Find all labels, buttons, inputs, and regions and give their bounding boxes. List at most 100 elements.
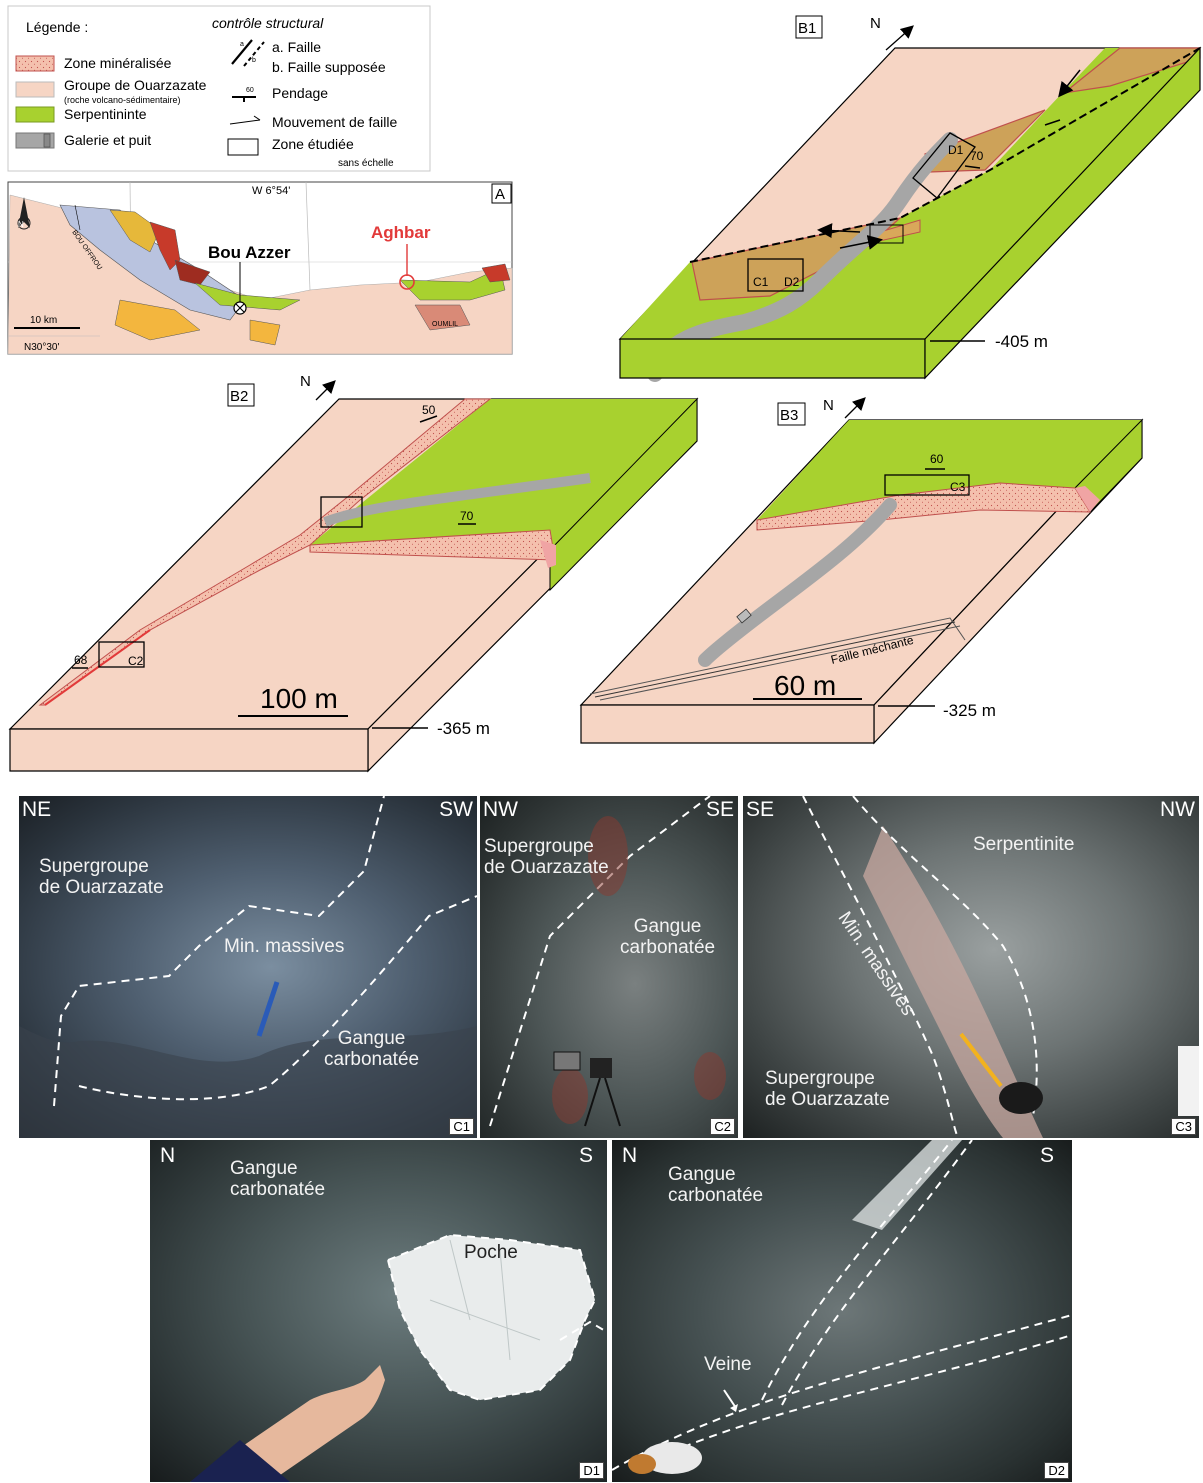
svg-text:68: 68 (74, 653, 88, 667)
svg-text:D1: D1 (948, 143, 964, 157)
svg-text:N30°30': N30°30' (24, 342, 59, 353)
svg-text:b: b (252, 57, 256, 64)
c1-left-orientation: NE (22, 798, 52, 821)
svg-text:-405 m: -405 m (995, 332, 1048, 351)
fault-symbol (231, 39, 253, 65)
svg-text:sans échelle: sans échelle (338, 158, 394, 169)
c3-label-ouarzazate: Supergroupe de Ouarzazate (765, 1068, 890, 1111)
d2-left-orientation: N (622, 1144, 638, 1167)
b1-box-d1 (912, 132, 976, 199)
svg-text:Zone minéralisée: Zone minéralisée (64, 55, 172, 71)
d2-right-orientation: S (1039, 1144, 1054, 1167)
svg-text:OUMLIL: OUMLIL (432, 321, 458, 328)
svg-text:50: 50 (422, 403, 436, 417)
svg-text:Pendage: Pendage (272, 85, 328, 101)
svg-text:Groupe de Ouarzazate: Groupe de Ouarzazate (64, 77, 207, 93)
svg-text:-365 m: -365 m (437, 719, 490, 738)
c1-label-gangue: Gangue carbonatée (324, 1028, 420, 1071)
svg-text:B1: B1 (798, 20, 816, 37)
d1-label-gangue: Gangue carbonatée (230, 1158, 326, 1201)
svg-text:A: A (495, 186, 505, 203)
b2-galerie (323, 473, 591, 527)
svg-text:C1: C1 (753, 275, 769, 289)
svg-text:Serpentininte: Serpentininte (64, 106, 147, 122)
supposed-fault-symbol (243, 41, 265, 67)
geology-figure: Légende : Zone minéralisée Groupe de Oua… (7, 5, 1202, 773)
svg-text:C3: C3 (950, 480, 966, 494)
legend: Légende : Zone minéralisée Groupe de Oua… (7, 5, 431, 172)
c2-right-orientation: SE (705, 798, 734, 821)
block-b2: C2 50 70 68 100 m N B2 -365 m (8, 373, 699, 773)
study-zone-symbol (227, 138, 259, 156)
b2-box-c2 (98, 641, 145, 668)
d1-right-orientation: S (578, 1144, 593, 1167)
c1-label-min-massives: Min. massives (224, 936, 345, 957)
photo-d1: N S Gangue carbonatée Poche D1 (150, 1140, 607, 1482)
structural-title: contrôle structural (212, 15, 324, 31)
photo-c1: NE SW Supergroupe de Ouarzazate Min. mas… (19, 796, 477, 1138)
b1-galerie (647, 132, 958, 382)
movement-arrow-icon (229, 119, 261, 125)
svg-text:(roche volcano-sédimentaire): (roche volcano-sédimentaire) (64, 95, 181, 105)
svg-text:a. Faille: a. Faille (272, 39, 321, 55)
svg-text:N: N (870, 15, 881, 32)
pencil-icon (959, 1032, 1003, 1088)
svg-text:10 km: 10 km (30, 315, 57, 326)
d1-left-orientation: N (160, 1144, 176, 1167)
photo-c3: SE NW Serpentinite Min. massives Supergr… (743, 796, 1199, 1138)
svg-text:60: 60 (930, 452, 944, 466)
c1-tag: C1 (449, 1118, 474, 1135)
aghbar-marker-icon (399, 274, 415, 290)
c1-right-orientation: SW (439, 798, 473, 821)
b1-box-c1 (747, 258, 804, 292)
svg-text:B3: B3 (780, 407, 798, 424)
d2-label-veine: Veine (704, 1354, 752, 1375)
photo-d2: N S Gangue carbonatée Veine D2 (612, 1140, 1072, 1482)
c3-label-serpentinite: Serpentinite (973, 834, 1075, 855)
svg-text:N: N (823, 397, 834, 414)
svg-text:60 m: 60 m (774, 670, 836, 701)
c3-tag: C3 (1171, 1118, 1196, 1135)
svg-text:b. Faille supposée: b. Faille supposée (272, 59, 386, 75)
legend-swatch-ouarzazate (15, 81, 55, 98)
svg-text:-325 m: -325 m (943, 701, 996, 720)
legend-swatch-serpentinite (15, 106, 55, 123)
b3-box-c3 (884, 474, 970, 496)
legend-title: Légende : (26, 19, 88, 35)
svg-text:Galerie et puit: Galerie et puit (64, 132, 151, 148)
block-b1: D1 70 C1 D2 N B1 -405 m (618, 15, 1202, 382)
c2-label-gangue: Gangue carbonatée (620, 916, 716, 959)
svg-text:Mouvement de faille: Mouvement de faille (272, 114, 398, 130)
c3-right-orientation: NW (1160, 798, 1195, 821)
svg-text:60: 60 (246, 87, 254, 94)
svg-text:70: 70 (460, 509, 474, 523)
b1-fault (689, 47, 1201, 263)
svg-text:C2: C2 (128, 654, 144, 668)
svg-text:100 m: 100 m (260, 683, 338, 714)
d2-label-gangue: Gangue carbonatée (668, 1164, 764, 1207)
b3-galerie (698, 498, 897, 667)
svg-text:N: N (18, 220, 24, 229)
c3-left-orientation: SE (746, 798, 775, 821)
b3-north-arrow-icon (844, 397, 866, 419)
svg-text:Aghbar: Aghbar (371, 223, 431, 242)
photo-c2: NW SE Supergroupe de Ouarzazate Gangue c… (480, 796, 738, 1138)
pen-icon (256, 981, 280, 1037)
block-b3: Faille méchante C3 60 60 m N B3 -325 m (579, 397, 1144, 745)
c2-left-orientation: NW (483, 798, 518, 821)
svg-text:N: N (300, 373, 311, 390)
svg-text:Bou Azzer: Bou Azzer (208, 243, 291, 262)
svg-text:Zone étudiée: Zone étudiée (272, 136, 354, 152)
c2-tag: C2 (710, 1118, 735, 1135)
veine-pointer-icon (723, 1389, 737, 1409)
d1-tag: D1 (579, 1462, 604, 1479)
c2-label-ouarzazate: Supergroupe de Ouarzazate (484, 836, 609, 879)
svg-text:B2: B2 (230, 388, 248, 405)
svg-text:a: a (240, 41, 244, 48)
svg-text:W 6°54': W 6°54' (252, 185, 290, 197)
svg-text:D2: D2 (784, 275, 800, 289)
b1-north-arrow-icon (885, 25, 914, 51)
d2-tag: D2 (1044, 1462, 1069, 1479)
d1-label-poche: Poche (464, 1242, 518, 1263)
north-arrow-icon (18, 197, 30, 228)
